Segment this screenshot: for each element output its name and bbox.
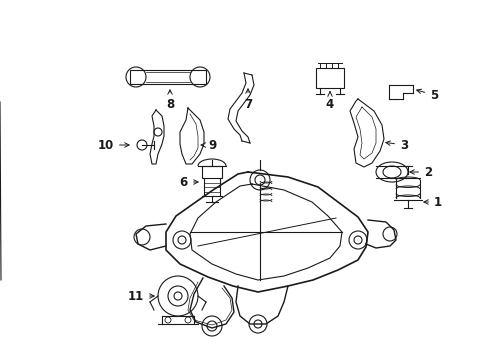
Bar (315, 68, 343, 88)
Text: 8: 8 (165, 90, 174, 111)
Text: 10: 10 (98, 139, 129, 152)
Text: 2: 2 (409, 166, 431, 179)
Text: 6: 6 (180, 176, 198, 189)
Text: 7: 7 (244, 89, 251, 111)
Text: 3: 3 (385, 139, 407, 152)
Text: 4: 4 (325, 92, 333, 111)
Text: 9: 9 (201, 139, 216, 152)
Text: 5: 5 (416, 89, 437, 102)
Text: 1: 1 (423, 195, 441, 208)
Bar (202, 166, 222, 178)
Text: 11: 11 (127, 289, 154, 302)
Bar (130, 70, 205, 84)
